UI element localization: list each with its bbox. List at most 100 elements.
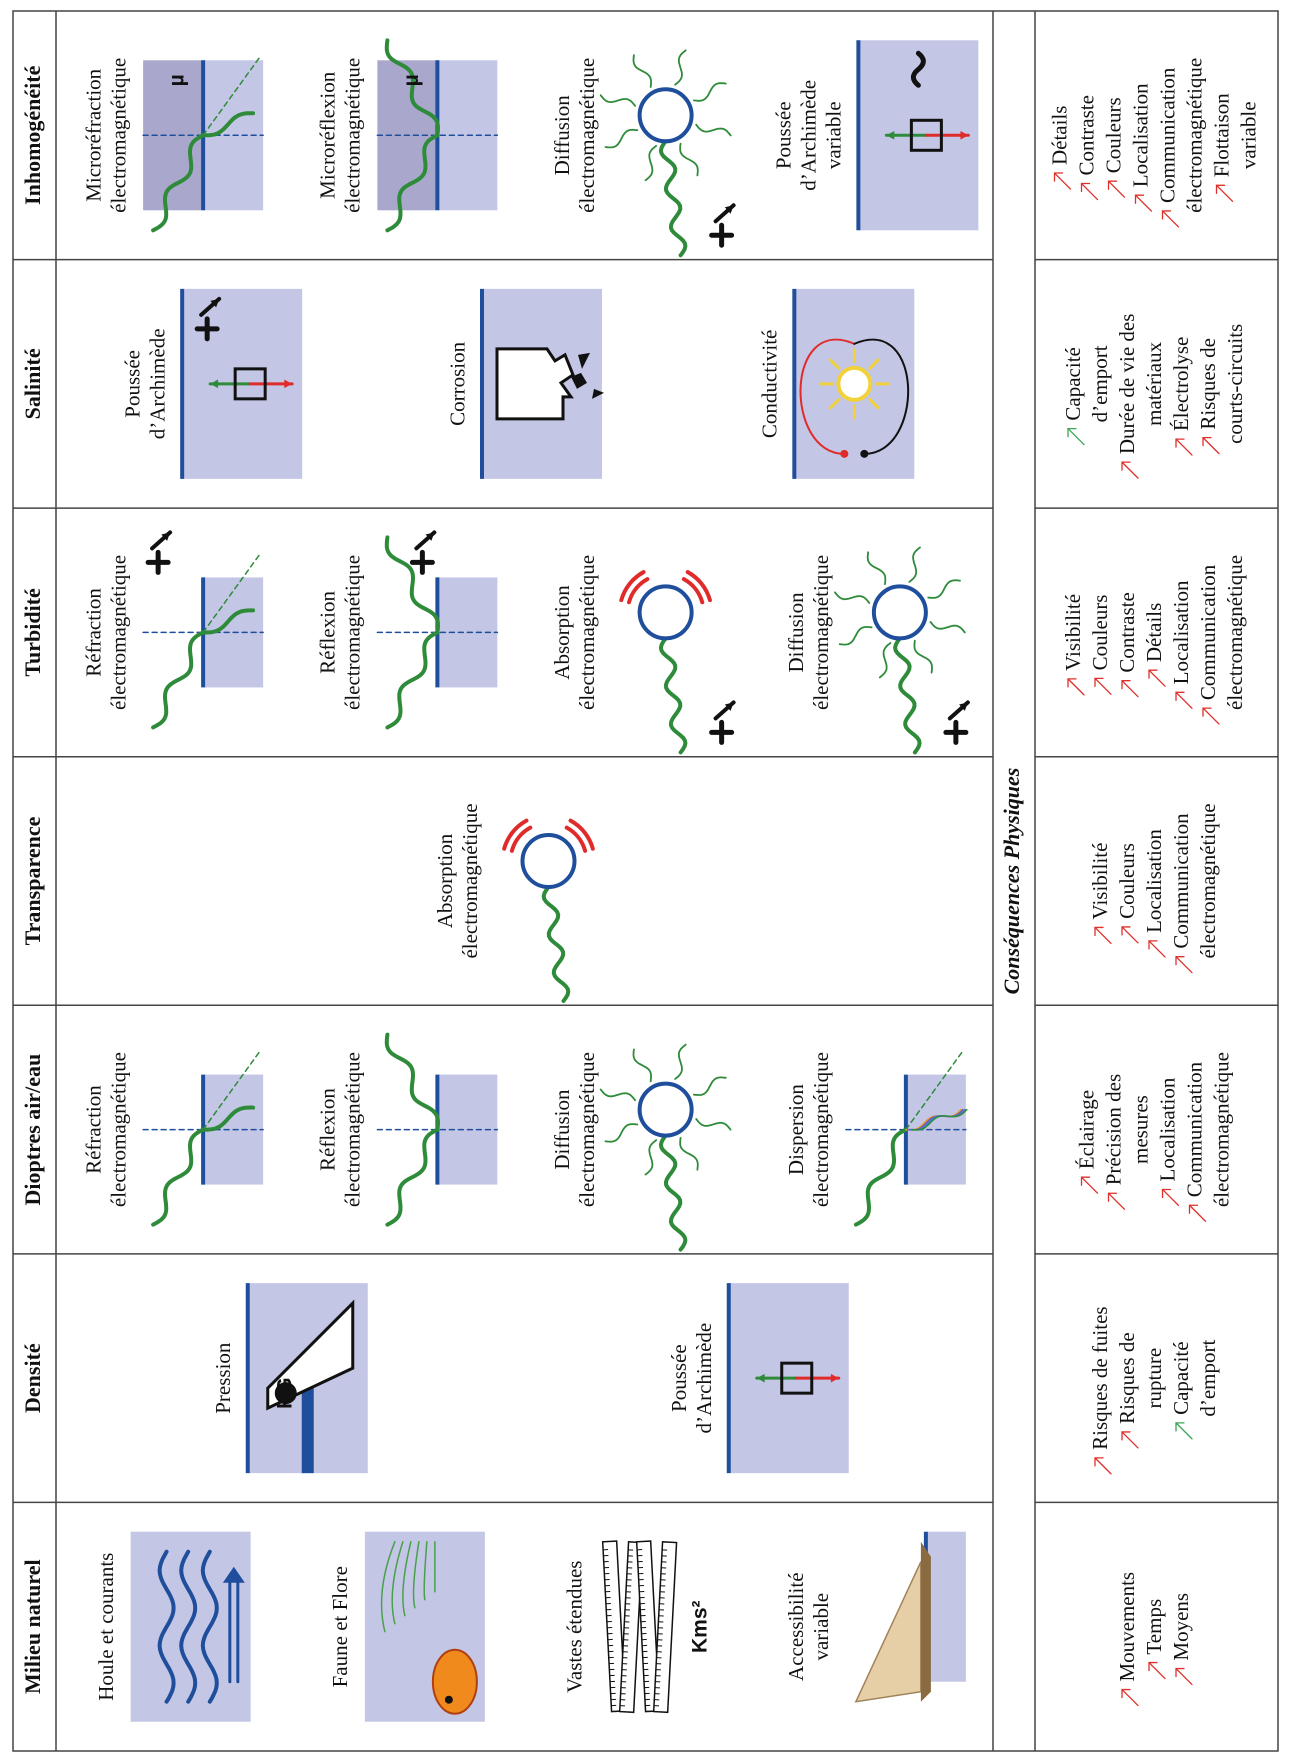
- consequence: Communication: [1169, 813, 1193, 949]
- item-label: Accessibilité: [784, 1572, 808, 1680]
- ruler-ticks: [603, 1549, 617, 1707]
- item-label: électromagnétique: [575, 58, 599, 213]
- consequence: Détails: [1142, 603, 1166, 662]
- consequence: Détails: [1047, 106, 1071, 165]
- consequence: électromagnétique: [1223, 555, 1247, 710]
- icon-stroke: [151, 1127, 206, 1227]
- consequence: Capacité: [1169, 1341, 1193, 1414]
- consequence: Communication: [1196, 564, 1220, 700]
- consequence: Mouvements: [1115, 1572, 1139, 1682]
- icon-stroke: [679, 142, 699, 177]
- icon-stroke: [202, 1048, 262, 1131]
- consequence: Localisation: [1155, 1077, 1179, 1181]
- icon-stroke: [391, 1540, 404, 1625]
- item-label: d’Archimède: [797, 80, 821, 191]
- electrode: [860, 449, 869, 458]
- consequence: électromagnétique: [1182, 58, 1206, 213]
- icon-stroke: [838, 626, 873, 646]
- icon-stroke: [878, 642, 892, 679]
- column-title: Densité: [20, 1343, 45, 1413]
- arrow-head: [210, 298, 220, 308]
- icon-stroke: [384, 535, 441, 635]
- icon-stroke: [151, 133, 206, 233]
- icon-stroke: [828, 358, 841, 370]
- ruler-body: [652, 1541, 678, 1714]
- consequence: électromagnétique: [1196, 803, 1220, 958]
- icon-stroke: [905, 1048, 965, 1131]
- item-label: électromagnétique: [575, 1052, 599, 1207]
- consequence: Couleurs: [1101, 97, 1125, 173]
- icon-stroke: [695, 1118, 732, 1131]
- item-label: Corrosion: [445, 341, 469, 426]
- icon-stroke: [599, 94, 636, 107]
- icon-stroke: [1161, 1188, 1180, 1207]
- icon-stroke: [380, 1540, 396, 1633]
- icon-stroke: [1148, 669, 1166, 687]
- consequence: électromagnétique: [1209, 1052, 1233, 1207]
- icon-stroke: [1175, 691, 1193, 709]
- arrow-head: [756, 1373, 765, 1383]
- icon-stroke: [1121, 1688, 1139, 1707]
- arrow-head: [724, 205, 734, 214]
- icon-stroke: [1175, 956, 1193, 974]
- consequence: Risques de: [1115, 1332, 1139, 1424]
- consequence: Moyens: [1169, 1593, 1193, 1661]
- icon-stroke: [402, 1540, 412, 1617]
- icon-stroke: [929, 621, 966, 634]
- icon-stroke: [385, 133, 440, 233]
- icon-stroke: [1080, 182, 1099, 201]
- icon-stroke: [423, 1540, 428, 1601]
- particle: [871, 584, 928, 641]
- object: [780, 1361, 814, 1395]
- column-title: Turbidité: [20, 588, 45, 677]
- ruler: [618, 1541, 644, 1714]
- symbol: µ: [166, 74, 189, 86]
- icon-stroke: [658, 636, 688, 755]
- symbol: µ: [400, 74, 423, 86]
- icon-stroke: [893, 636, 922, 755]
- icon-stroke: [1134, 194, 1153, 212]
- icon-stroke: [910, 50, 926, 88]
- item-label: électromagnétique: [809, 1052, 833, 1207]
- icon-stroke: [868, 358, 880, 370]
- plate: [266, 1299, 355, 1411]
- arrow-head: [886, 130, 895, 140]
- icon-stroke: [151, 630, 206, 730]
- consequence: Capacité: [1061, 347, 1085, 420]
- arrow-head: [959, 702, 968, 711]
- consequences-title: Conséquences Physiques: [999, 768, 1024, 995]
- fish-eye: [444, 1695, 453, 1704]
- icon-stroke: [412, 1540, 420, 1609]
- icon-stroke: [1175, 1422, 1193, 1440]
- icon-stroke: [1080, 1176, 1099, 1194]
- column-title: Dioptres air/eau: [20, 1054, 45, 1206]
- icon-stroke: [194, 316, 220, 342]
- item-label: Houle et courants: [94, 1553, 118, 1701]
- item-label: électromagnétique: [106, 555, 130, 710]
- consequence: Couleurs: [1088, 595, 1112, 671]
- arrow-head: [161, 532, 171, 541]
- icon-stroke: [145, 549, 171, 575]
- consequence: Communication: [1182, 1061, 1206, 1197]
- consequence: d’emport: [1088, 345, 1112, 422]
- water: [925, 1531, 966, 1682]
- item-label: Poussée: [667, 1344, 691, 1412]
- item-label: Diffusion: [550, 1089, 574, 1170]
- item-label: électromagnétique: [341, 555, 365, 710]
- icon-stroke: [834, 591, 871, 604]
- rust: [571, 352, 604, 399]
- icon-stroke: [674, 1043, 687, 1080]
- ruler-body: [601, 1540, 627, 1713]
- arrow-head: [425, 532, 435, 541]
- icon-stroke: [1175, 438, 1193, 456]
- icon-stroke: [913, 639, 933, 674]
- icon-stroke: [674, 49, 687, 86]
- icon-stroke: [409, 549, 435, 575]
- icon-stroke: [709, 222, 735, 248]
- icon-stroke: [541, 885, 571, 1003]
- icon-stroke: [658, 139, 688, 258]
- item-label: Réfraction: [81, 1085, 105, 1174]
- icon-stroke: [200, 1549, 219, 1704]
- arrow-head: [284, 379, 293, 389]
